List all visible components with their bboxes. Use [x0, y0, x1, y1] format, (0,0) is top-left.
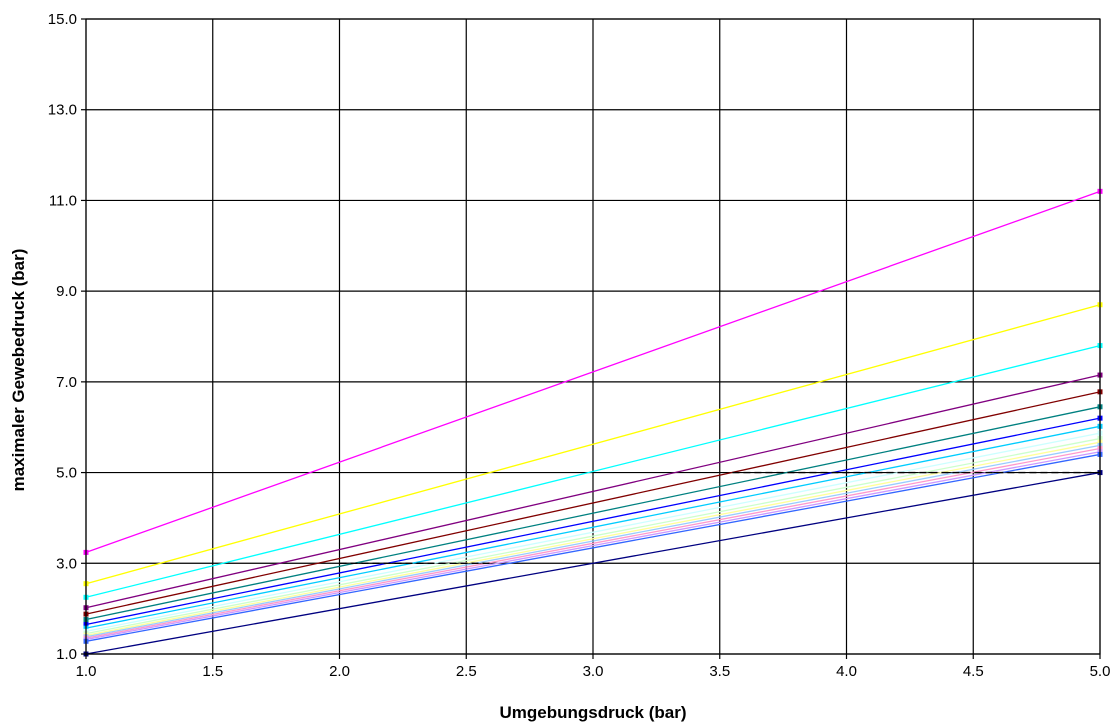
series-line — [85, 304, 1101, 585]
series-line — [85, 374, 1101, 609]
y-tick-label: 9.0 — [56, 283, 77, 300]
series-line — [85, 451, 1101, 641]
series-line — [85, 437, 1101, 635]
series-line — [85, 471, 1101, 655]
x-tick-label: 3.0 — [583, 663, 604, 680]
reference-lines — [339, 471, 1100, 564]
series-line — [85, 441, 1101, 637]
series-line — [85, 425, 1101, 629]
y-tick-label: 7.0 — [56, 374, 77, 391]
series-line — [85, 344, 1101, 598]
y-tick-label: 1.0 — [56, 646, 77, 663]
series-line — [85, 432, 1101, 632]
y-axis-ticks: 1.0 3.0 5.0 7.0 9.0 11.0 13.0 15.0 — [48, 11, 86, 663]
x-tick-label: 4.0 — [836, 663, 857, 680]
x-tick-label: 3.5 — [709, 663, 730, 680]
x-tick-label: 5.0 — [1090, 663, 1111, 680]
x-axis-ticks: 1.0 1.5 2.0 2.5 3.0 3.5 4.0 4.5 5.0 — [76, 654, 1111, 680]
y-tick-label: 13.0 — [48, 102, 77, 119]
y-tick-label: 11.0 — [49, 192, 77, 209]
series-line — [85, 447, 1101, 639]
x-tick-label: 1.0 — [76, 663, 97, 680]
x-tick-label: 4.5 — [963, 663, 984, 680]
y-tick-label: 3.0 — [56, 555, 77, 572]
y-tick-label: 15.0 — [48, 11, 77, 28]
series-line — [85, 417, 1101, 626]
x-axis-title: Umgebungsdruck (bar) — [499, 703, 686, 722]
y-tick-label: 5.0 — [56, 465, 77, 482]
series-line — [85, 391, 1101, 615]
y-axis-title: maximaler Gewebedruck (bar) — [9, 249, 28, 492]
series-line — [85, 190, 1101, 554]
x-tick-label: 2.0 — [329, 663, 350, 680]
series-line — [85, 406, 1101, 621]
series-line — [85, 444, 1101, 638]
series-line — [85, 453, 1101, 642]
x-tick-label: 1.5 — [202, 663, 223, 680]
x-tick-label: 2.5 — [456, 663, 477, 680]
